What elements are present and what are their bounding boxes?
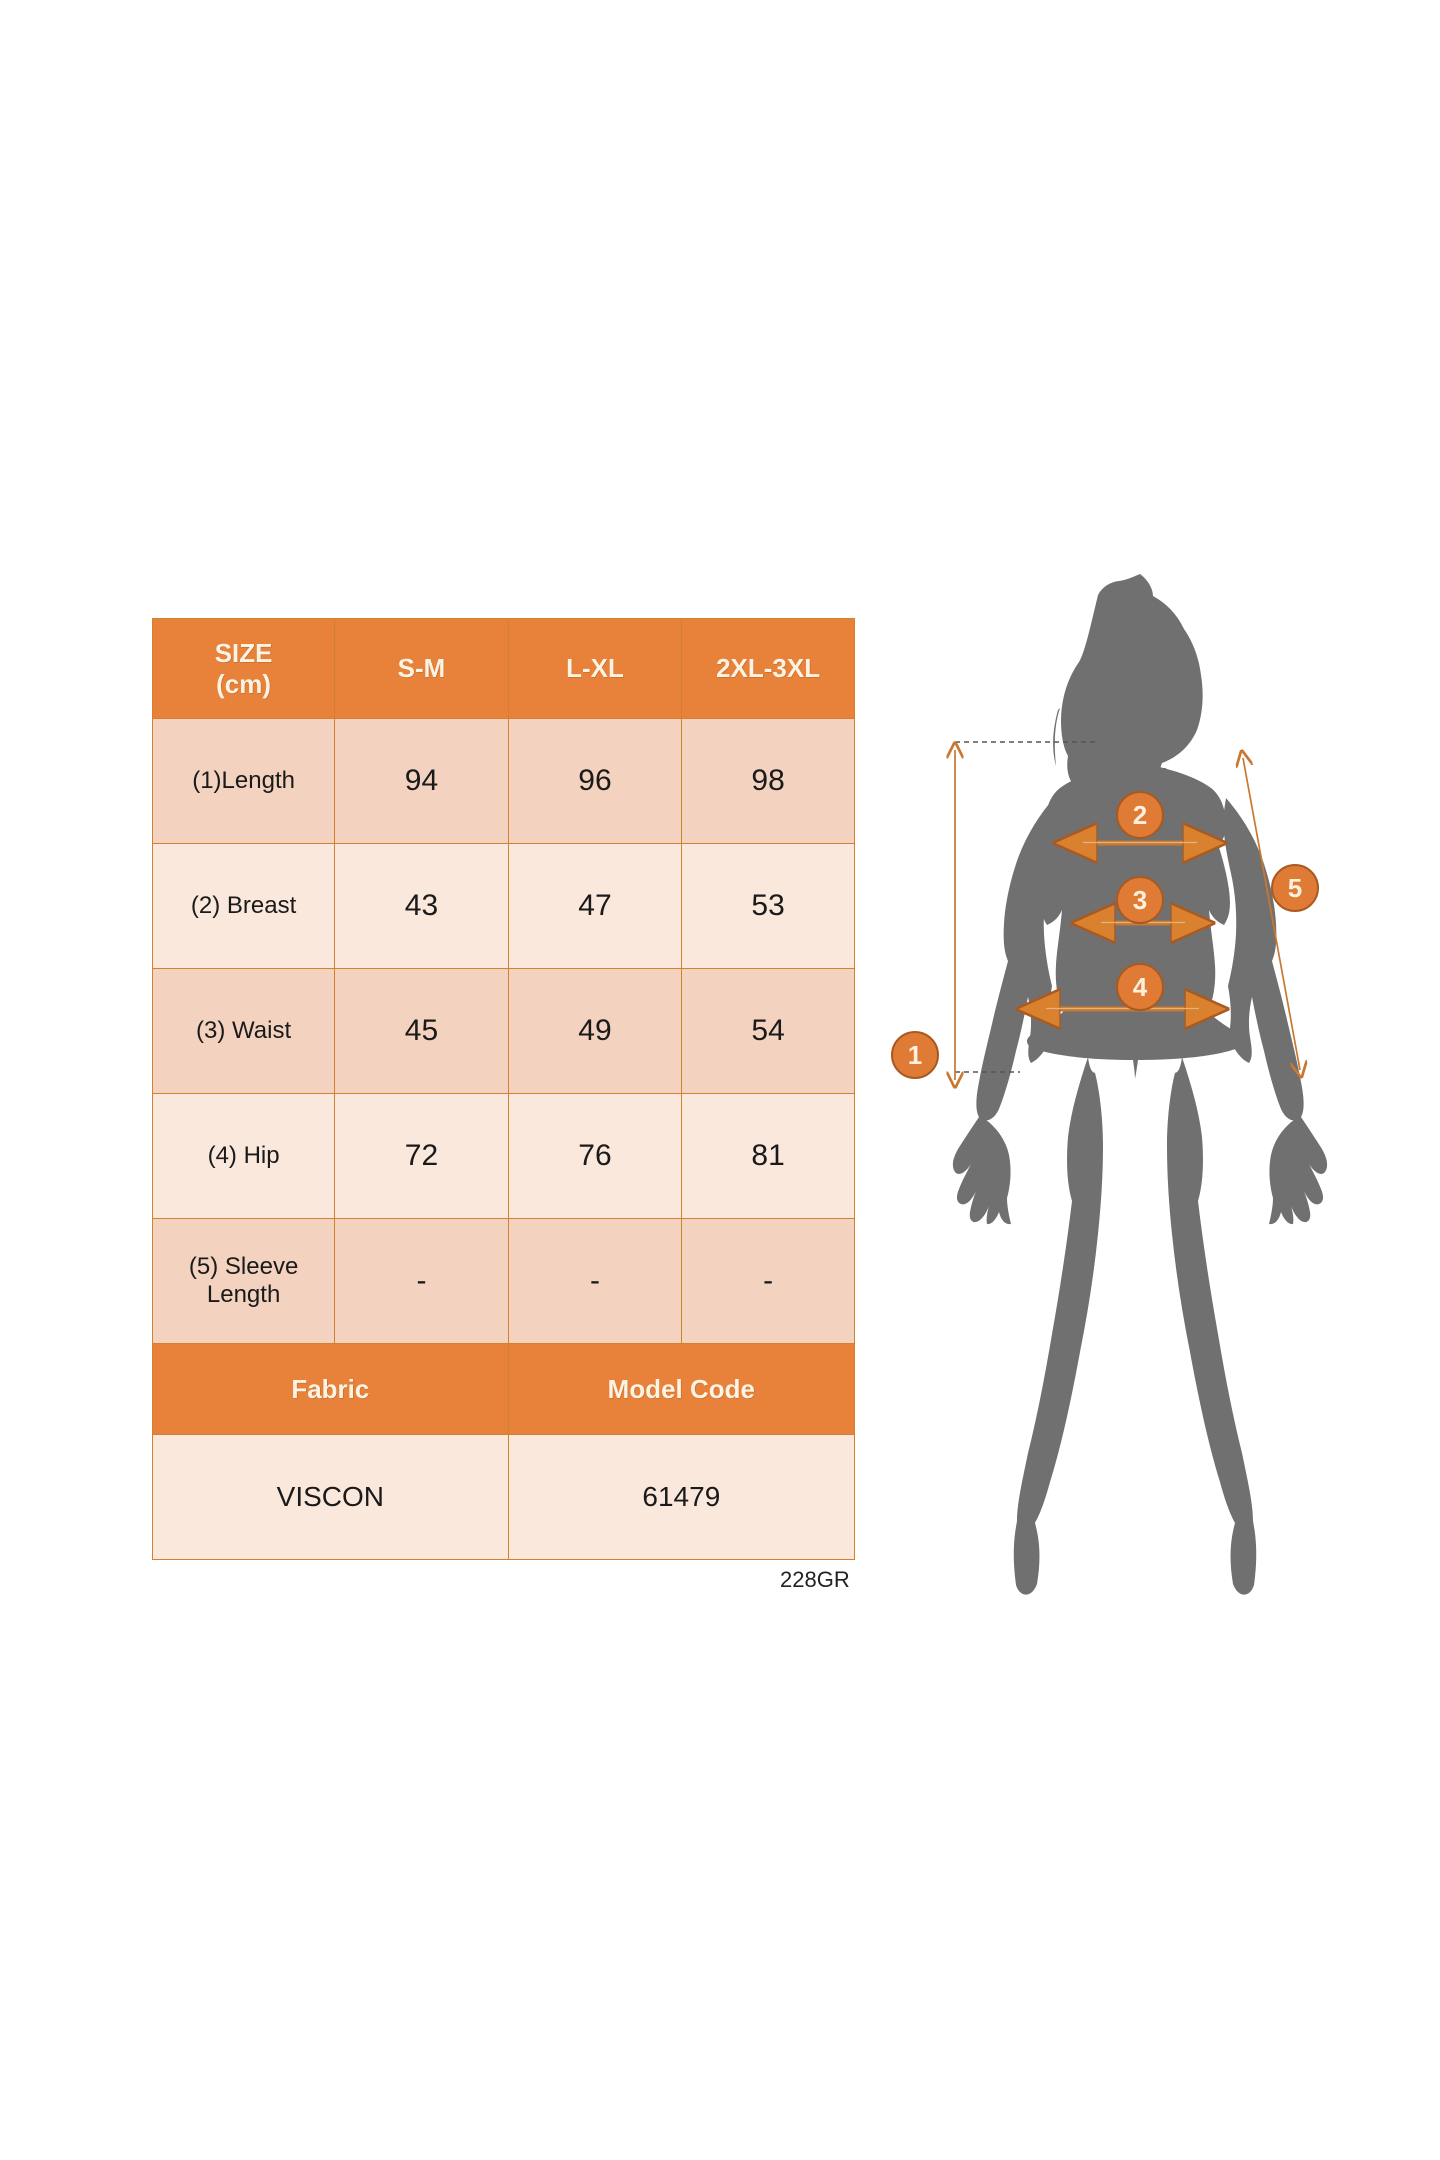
svg-text:1: 1 <box>908 1040 922 1070</box>
svg-text:3: 3 <box>1133 885 1147 915</box>
svg-text:2: 2 <box>1133 800 1147 830</box>
svg-text:4: 4 <box>1133 972 1148 1002</box>
svg-text:5: 5 <box>1288 873 1302 903</box>
